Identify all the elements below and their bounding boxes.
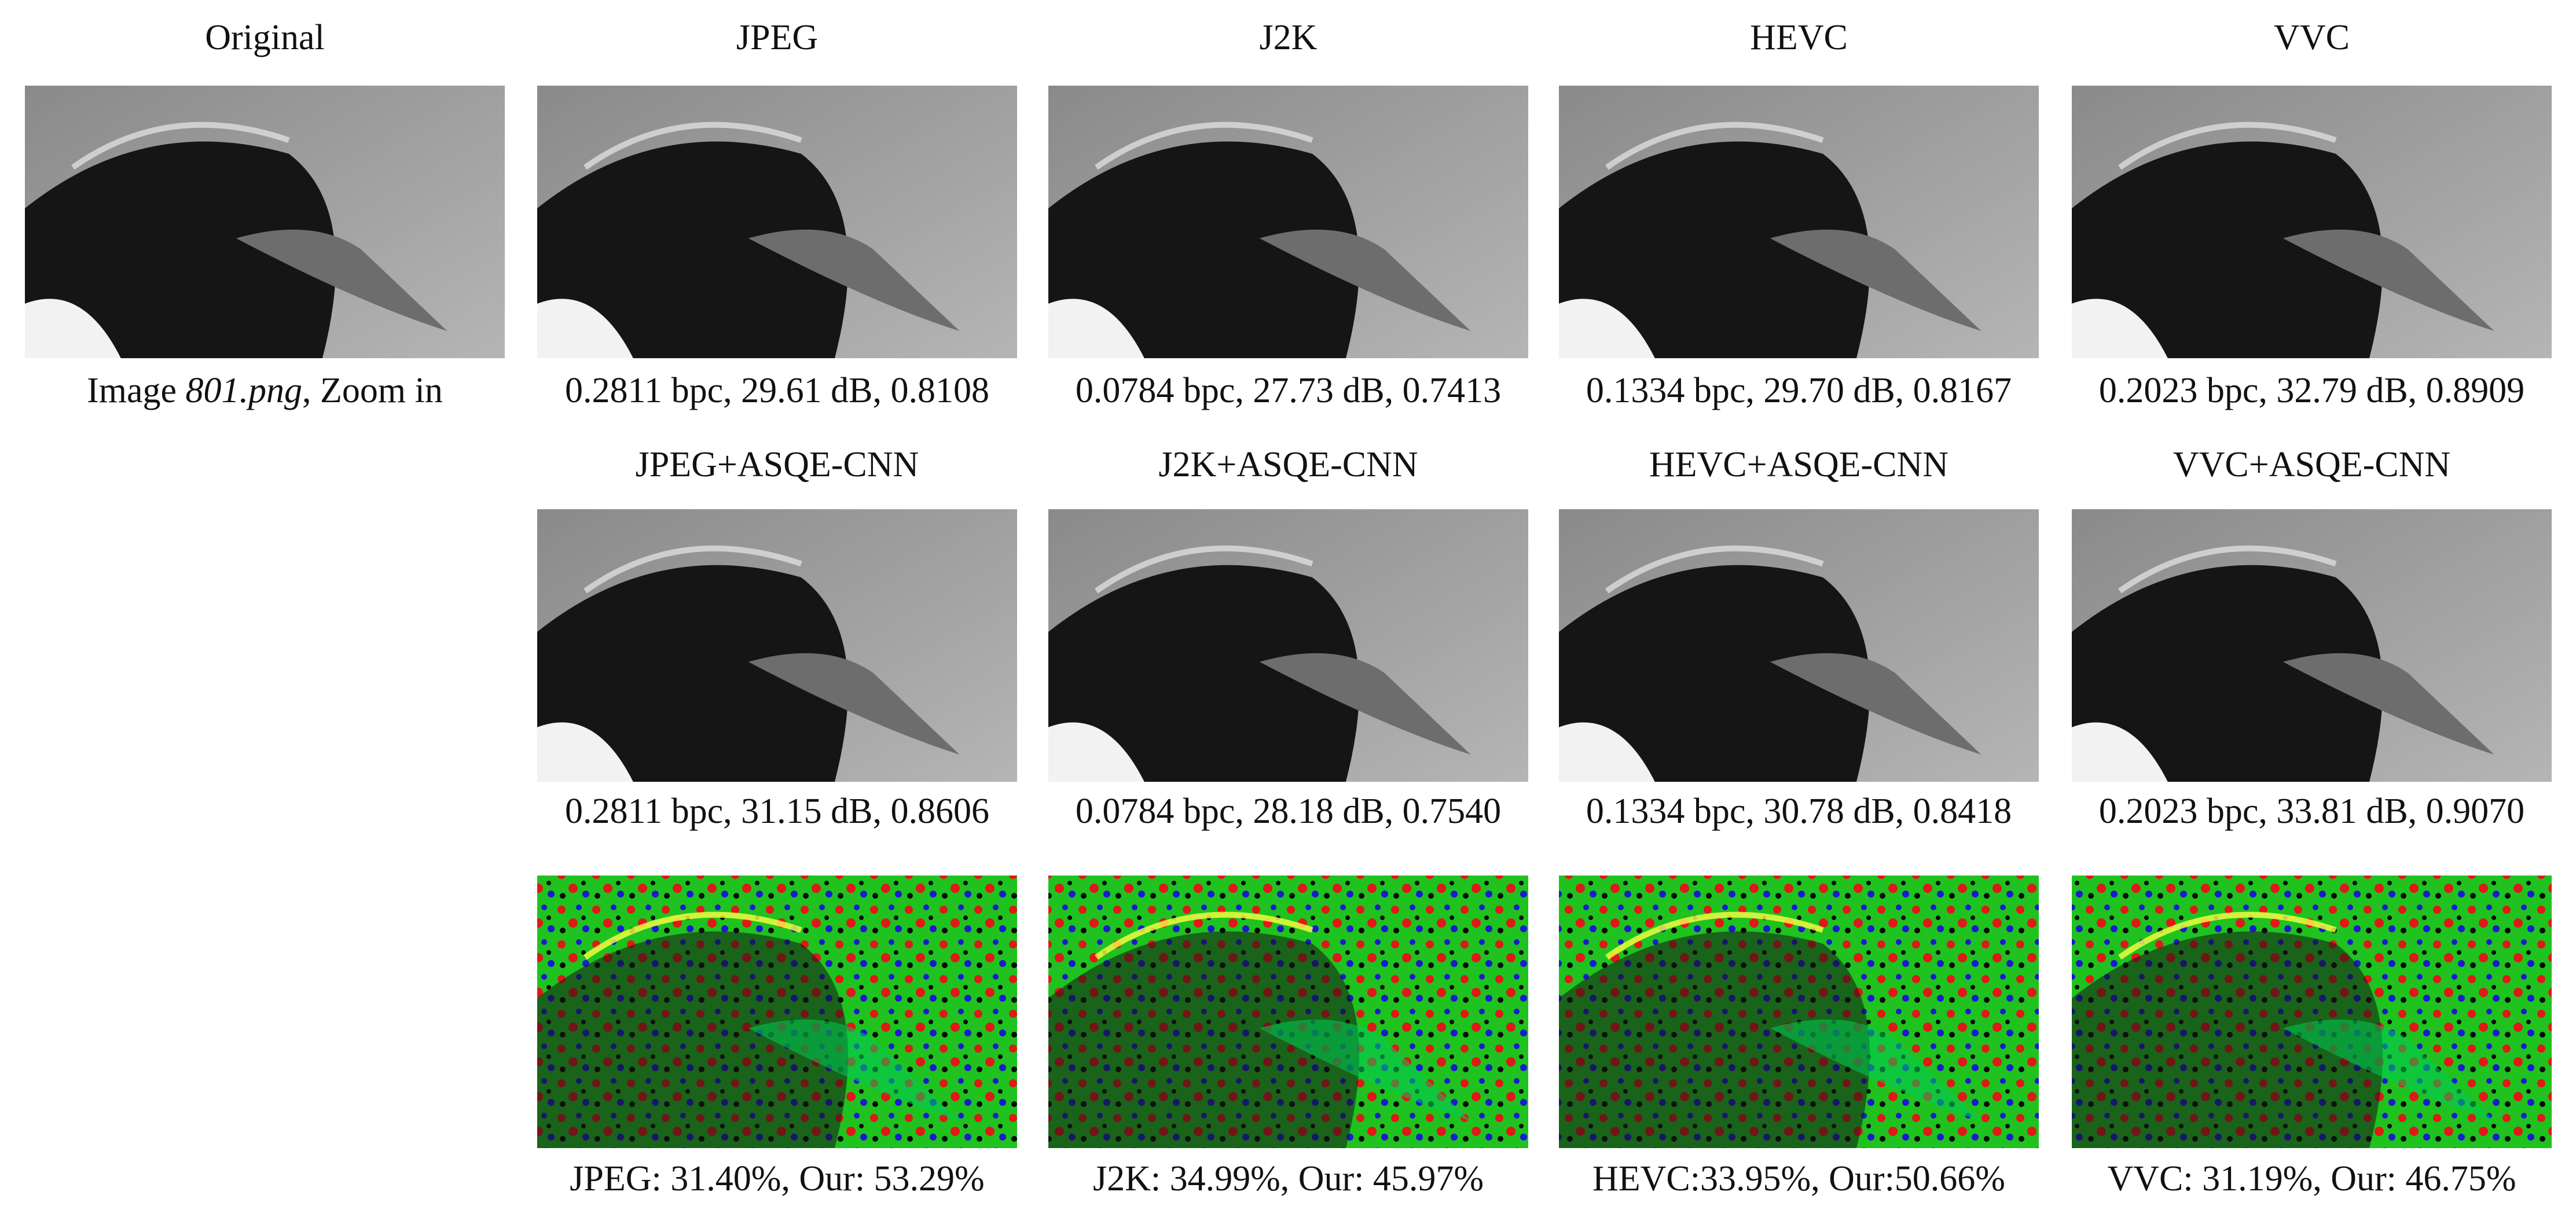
bird-chest [25,299,121,358]
panel-caption: 0.2811 bpc, 29.61 dB, 0.8108 [565,371,989,410]
bird-chest [1559,299,1655,358]
panel-caption: VVC: 31.19%, Our: 46.75% [2107,1159,2516,1198]
panel-caption: Image 801.png, Zoom in [87,371,443,410]
bird-beak [1259,229,1471,331]
bird-head [2072,565,2383,782]
bird-head [1048,931,1360,1148]
bird-beak [2283,653,2494,755]
panel-title: Original [205,18,325,57]
image [537,509,1017,782]
panel-caption: 0.0784 bpc, 28.18 dB, 0.7540 [1076,792,1501,831]
bird-crest [1095,911,1313,960]
bird-beak [1259,1019,1471,1121]
bird-beak [1259,653,1471,755]
bird-crest [2118,122,2337,170]
bird-beak [748,1019,960,1121]
bird-chest [2072,722,2168,782]
bird-head [537,931,849,1148]
bird-beak [2283,229,2494,331]
bird-head [25,141,336,358]
bird-head [1048,141,1360,358]
bird-beak [1770,1019,1981,1121]
image [1559,509,2039,782]
image [2072,86,2552,358]
caption-part: 801.png [186,371,303,410]
panel-title: J2K+ASQE-CNN [1158,445,1418,484]
bird-chest [537,299,633,358]
bird-chest [1048,722,1144,782]
caption-part: Image [87,371,185,410]
panel-title: JPEG+ASQE-CNN [636,445,919,484]
panel-caption: 0.0784 bpc, 27.73 dB, 0.7413 [1076,371,1501,410]
bird-beak [1770,653,1981,755]
bird-chest [1559,722,1655,782]
panel-title: J2K [1260,18,1318,57]
panel-caption: 0.1334 bpc, 30.78 dB, 0.8418 [1586,792,2012,831]
bird-crest [1605,545,1824,594]
image [25,86,505,358]
bird-crest [1095,122,1313,170]
panel-title: VVC [2274,18,2350,57]
bird-crest [584,911,802,960]
panel-caption: JPEG: 31.40%, Our: 53.29% [570,1159,984,1198]
image [1048,86,1528,358]
difference-map [1559,876,2039,1148]
bird-head [1559,141,1870,358]
bird-crest [1095,545,1313,594]
caption-part: , Zoom in [302,371,443,410]
panel-caption: 0.2811 bpc, 31.15 dB, 0.8606 [565,792,989,831]
bird-head [1559,931,1870,1148]
bird-beak [2283,1019,2494,1121]
difference-map [537,876,1017,1148]
bird-beak [236,229,447,331]
bird-crest [1605,911,1824,960]
image [2072,509,2552,782]
bird-crest [2118,545,2337,594]
difference-map [1048,876,1528,1148]
bird-head [2072,931,2383,1148]
bird-chest [2072,299,2168,358]
bird-head [2072,141,2383,358]
panel-title: JPEG [736,18,818,57]
bird-beak [1770,229,1981,331]
bird-crest [584,545,802,594]
bird-crest [584,122,802,170]
bird-chest [1048,299,1144,358]
image [1559,86,2039,358]
panel-caption: J2K: 34.99%, Our: 45.97% [1093,1159,1484,1198]
panel-caption: 0.2023 bpc, 33.81 dB, 0.9070 [2099,792,2524,831]
bird-head [537,565,849,782]
bird-crest [2118,911,2337,960]
panel-title: VVC+ASQE-CNN [2173,445,2450,484]
bird-crest [71,122,290,170]
bird-beak [748,229,960,331]
difference-map [2072,876,2552,1148]
image [1048,509,1528,782]
bird-chest [537,722,633,782]
bird-beak [748,653,960,755]
panel-title: HEVC+ASQE-CNN [1649,445,1948,484]
panel-title: HEVC [1750,18,1848,57]
bird-head [1048,565,1360,782]
image [537,86,1017,358]
panel-caption: 0.2023 bpc, 32.79 dB, 0.8909 [2099,371,2524,410]
bird-head [537,141,849,358]
bird-head [1559,565,1870,782]
bird-crest [1605,122,1824,170]
panel-caption: 0.1334 bpc, 29.70 dB, 0.8167 [1586,371,2012,410]
panel-caption: HEVC:33.95%, Our:50.66% [1592,1159,2005,1198]
